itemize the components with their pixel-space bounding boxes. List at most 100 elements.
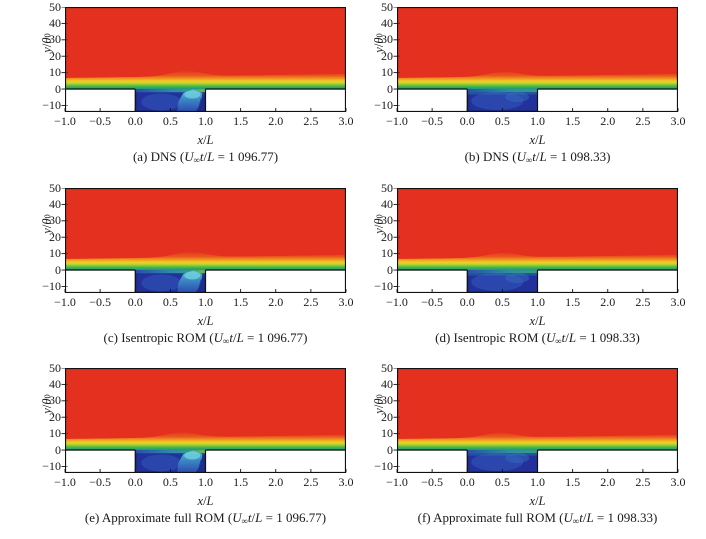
y-tick-label: 40 bbox=[381, 196, 393, 211]
cavity-region bbox=[135, 270, 206, 293]
y-tick-label: 10 bbox=[49, 426, 61, 441]
subplot-caption: (e) Approximate full ROM (U∞t/L = 1 096.… bbox=[56, 510, 356, 526]
x-tick-label: −1.0 bbox=[54, 475, 76, 489]
subplot-caption: (a) DNS (U∞t/L = 1 096.77) bbox=[56, 149, 356, 165]
x-axis-label: x/L bbox=[508, 133, 568, 147]
x-tick-label: 1.5 bbox=[233, 114, 249, 128]
caption-prefix: (c) Isentropic ROM ( bbox=[103, 330, 214, 345]
xlabel-L: L bbox=[538, 314, 546, 328]
wall-mask-left bbox=[397, 450, 468, 473]
x-axis-label: x/L bbox=[176, 314, 236, 328]
caption-prefix: (d) Isentropic ROM ( bbox=[435, 330, 546, 345]
x-tick-label: 0.5 bbox=[494, 295, 510, 309]
cavity-mouth-strip bbox=[467, 89, 538, 93]
x-tick-label: 1.5 bbox=[565, 114, 581, 128]
caption-var-t: t bbox=[532, 149, 536, 164]
y-axis-label: y / θ 0 bbox=[372, 214, 386, 234]
x-tick-label: 1.0 bbox=[530, 295, 545, 309]
y-tick-label: 0 bbox=[55, 442, 61, 457]
ylabel-theta: θ bbox=[372, 37, 386, 44]
ylabel-y: y bbox=[372, 408, 386, 414]
caption-close: ) bbox=[606, 149, 611, 164]
subplot-caption: (b) DNS (U∞t/L = 1 098.33) bbox=[388, 149, 688, 165]
y-tick-label: −10 bbox=[374, 458, 393, 473]
x-tick-label: −1.0 bbox=[386, 475, 408, 489]
y-tick-label: −10 bbox=[42, 97, 61, 112]
caption-close: ) bbox=[303, 330, 308, 345]
caption-prefix: (f) Approximate full ROM ( bbox=[417, 510, 564, 525]
cavity-dark-wedge bbox=[197, 276, 206, 293]
caption-slash: / bbox=[203, 149, 208, 164]
wall-mask-right bbox=[537, 270, 678, 293]
xlabel-slash: / bbox=[203, 133, 207, 147]
caption-eq: = bbox=[214, 149, 229, 164]
y-tick-label: 50 bbox=[49, 360, 61, 375]
y-tick-label: −10 bbox=[374, 278, 393, 293]
caption-time-value: 1 098.33 bbox=[590, 330, 636, 345]
xlabel-L: L bbox=[206, 494, 214, 508]
caption-var-L: L bbox=[586, 510, 594, 525]
ylabel-theta: θ bbox=[40, 37, 54, 44]
y-tick-label: 20 bbox=[49, 409, 61, 424]
x-tick-label: 0.5 bbox=[162, 475, 178, 489]
caption-var-t: t bbox=[579, 510, 583, 525]
y-axis-label: y / θ 0 bbox=[372, 33, 386, 53]
contour-plot-f bbox=[393, 368, 679, 473]
plot-border bbox=[397, 188, 678, 293]
cavity-light-patch bbox=[141, 274, 182, 292]
x-tick-label: 3.0 bbox=[338, 295, 354, 309]
x-tick-label: 1.0 bbox=[198, 114, 213, 128]
y-tick-label: 10 bbox=[381, 426, 393, 441]
caption-var-U: U bbox=[232, 510, 242, 525]
cavity-plume-core bbox=[184, 90, 201, 99]
x-axis-label: x/L bbox=[176, 133, 236, 147]
y-tick-label: 40 bbox=[49, 196, 61, 211]
caption-var-inf: ∞ bbox=[223, 336, 230, 347]
ylabel-slash: / bbox=[40, 43, 54, 48]
xlabel-x: x bbox=[529, 494, 536, 508]
x-tick-label: 2.5 bbox=[635, 475, 651, 489]
ylabel-y: y bbox=[40, 47, 54, 53]
caption-var-inf: ∞ bbox=[572, 516, 580, 527]
xlabel-slash: / bbox=[203, 494, 207, 508]
y-tick-label: 40 bbox=[381, 376, 393, 391]
plot-border bbox=[65, 368, 346, 473]
wall-mask-right bbox=[537, 89, 678, 112]
caption-var-inf: ∞ bbox=[193, 155, 200, 166]
y-tick-label: 0 bbox=[387, 442, 393, 457]
x-tick-label: 1.0 bbox=[198, 475, 213, 489]
cavity-region bbox=[135, 89, 206, 112]
ylabel-y: y bbox=[40, 408, 54, 414]
x-tick-label: 0.0 bbox=[127, 475, 143, 489]
y-tick-label: 30 bbox=[381, 393, 393, 408]
y-tick-label: 50 bbox=[381, 360, 393, 375]
shear-layer-band bbox=[65, 70, 346, 90]
wall-mask-right bbox=[205, 270, 346, 293]
x-tick-label: 0.0 bbox=[459, 295, 475, 309]
ylabel-slash: / bbox=[40, 404, 54, 409]
x-tick-label: 1.0 bbox=[530, 475, 545, 489]
contour-plot-b bbox=[393, 7, 679, 112]
y-tick-label: 0 bbox=[55, 262, 61, 277]
xlabel-x: x bbox=[529, 133, 536, 147]
x-tick-label: 3.0 bbox=[338, 475, 354, 489]
x-tick-label: −0.5 bbox=[89, 295, 112, 309]
plot-border bbox=[397, 7, 678, 112]
caption-var-L: L bbox=[255, 510, 263, 525]
ylabel-slash: / bbox=[40, 224, 54, 229]
y-tick-label: −10 bbox=[374, 97, 393, 112]
x-axis-label: x/L bbox=[508, 494, 568, 508]
caption-eq: = bbox=[576, 330, 590, 345]
cavity-light-patch-2 bbox=[505, 92, 530, 102]
caption-eq: = bbox=[262, 510, 277, 525]
xlabel-L: L bbox=[538, 494, 546, 508]
x-tick-label: 1.5 bbox=[233, 475, 249, 489]
x-tick-label: −0.5 bbox=[421, 475, 444, 489]
plot-border bbox=[65, 7, 346, 112]
y-tick-label: 30 bbox=[49, 32, 61, 47]
shear-layer-band bbox=[397, 253, 678, 271]
cavity-light-patch bbox=[141, 93, 182, 111]
caption-var-L: L bbox=[568, 330, 577, 345]
caption-var-t: t bbox=[199, 149, 204, 164]
